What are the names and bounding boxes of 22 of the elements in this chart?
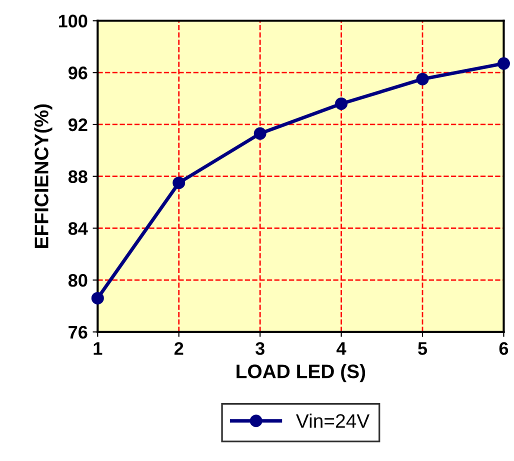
- x-tick-label: 2: [174, 342, 184, 355]
- x-tick-label: 4: [336, 342, 346, 355]
- point: [172, 176, 186, 190]
- x-tick-label: 1: [94, 342, 102, 355]
- legend-label: Vin=24V: [296, 414, 370, 428]
- point: [497, 57, 510, 70]
- point: [416, 72, 429, 86]
- y-tick-label: 100: [58, 14, 88, 28]
- y-tick-label: 76: [68, 326, 88, 339]
- y-tick-label: 80: [68, 274, 88, 287]
- y-tick-label: 84: [68, 222, 88, 235]
- point: [254, 127, 266, 140]
- x-tick-label: 3: [255, 342, 264, 355]
- x-axis-title: LOAD LED (S): [236, 364, 366, 382]
- y-tick-label: 92: [68, 118, 88, 132]
- y-axis-title: EFFICIENCY(%): [34, 104, 52, 248]
- y-tick-label: 96: [68, 66, 88, 80]
- point: [91, 292, 104, 304]
- x-tick-label: 6: [499, 342, 508, 355]
- x-tick-label: 5: [418, 342, 428, 355]
- point: [335, 97, 348, 110]
- y-tick-label: 88: [68, 170, 88, 184]
